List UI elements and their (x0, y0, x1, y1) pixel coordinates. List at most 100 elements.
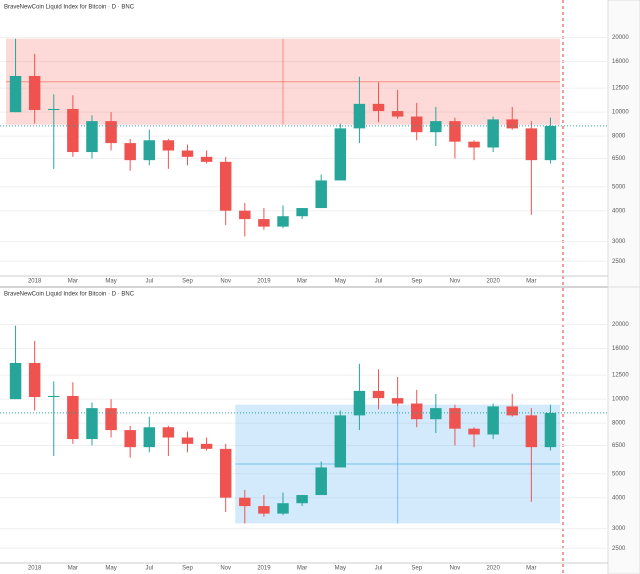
x-tick-label: Jul (375, 279, 383, 285)
candle-body (468, 141, 480, 148)
y-tick-label: 2500 (612, 546, 626, 552)
x-tick-label: Jul (375, 566, 383, 572)
x-tick-label: Jul (145, 566, 153, 572)
x-tick-label: May (105, 566, 116, 572)
candle-body (449, 408, 461, 429)
x-tick-label: 2019 (257, 279, 271, 285)
x-tick-label: 2018 (28, 279, 42, 285)
candle-body (67, 108, 79, 153)
candle-body (468, 428, 480, 435)
candle-body (9, 75, 22, 113)
candle-body (258, 219, 270, 227)
candle-body (391, 398, 404, 404)
candle-body (28, 75, 41, 111)
y-tick-label: 3000 (612, 526, 626, 532)
x-tick-label: Mar (297, 279, 307, 285)
candle-body (9, 362, 22, 400)
candle-body (48, 108, 60, 111)
candle-body (372, 390, 385, 399)
candle-body (258, 506, 270, 514)
x-tick-label: Nov (220, 566, 231, 572)
candle-body (315, 180, 327, 209)
candle-body (544, 125, 557, 161)
y-tick-label: 2500 (612, 259, 626, 265)
x-tick-label: Mar (526, 566, 536, 572)
x-tick-label: Sep (182, 566, 193, 572)
y-tick-label: 5000 (612, 471, 626, 477)
y-tick-label: 20000 (612, 322, 629, 328)
candle-body (162, 427, 175, 438)
candle-body (181, 437, 194, 444)
y-tick-label: 16000 (612, 59, 629, 65)
x-tick-label: Sep (411, 279, 422, 285)
y-tick-label: 4000 (612, 208, 626, 214)
candle-body (506, 406, 518, 416)
candle-body (277, 503, 289, 514)
candle-body (487, 119, 499, 148)
candle-body (239, 210, 251, 220)
y-tick-label: 10000 (612, 397, 629, 403)
x-tick-label: Nov (450, 279, 461, 285)
candle-body (200, 156, 213, 162)
price-axis (607, 0, 640, 288)
candle-body (124, 430, 136, 448)
candle-body (544, 412, 557, 448)
x-tick-label: Mar (68, 279, 78, 285)
candle-body (200, 443, 213, 449)
candle-body (372, 103, 385, 112)
candle-body (219, 448, 232, 498)
chart-title: BraveNewCoin Liquid Index for Bitcoin · … (4, 292, 135, 298)
y-tick-label: 3000 (612, 239, 626, 245)
x-tick-label: Sep (411, 566, 422, 572)
candle-body (105, 408, 117, 431)
y-tick-label: 10000 (612, 110, 629, 116)
candle-body (86, 121, 98, 153)
candle-body (506, 119, 518, 129)
candle-body (277, 216, 289, 227)
y-tick-label: 8000 (612, 421, 626, 427)
candle-body (239, 497, 251, 507)
candle-body (449, 121, 461, 142)
y-tick-label: 8000 (612, 134, 626, 140)
x-tick-label: Mar (297, 566, 307, 572)
candle-body (28, 362, 41, 398)
x-tick-label: May (335, 279, 346, 285)
candle-body (48, 395, 60, 398)
candle-body (124, 143, 136, 161)
x-tick-label: Mar (526, 279, 536, 285)
candle-body (296, 208, 308, 217)
y-tick-label: 12500 (612, 373, 629, 379)
candle-body (86, 408, 98, 440)
x-tick-label: Jul (145, 279, 153, 285)
price-axis (607, 286, 640, 574)
chart-title: BraveNewCoin Liquid Index for Bitcoin · … (4, 5, 135, 11)
candle-body (162, 140, 175, 151)
candle-body (353, 390, 366, 416)
candle-body (334, 128, 347, 181)
candle-body (487, 406, 499, 435)
candle-body (181, 150, 194, 157)
y-tick-label: 6500 (612, 156, 626, 162)
candle-body (105, 121, 117, 144)
y-tick-label: 16000 (612, 346, 629, 352)
candle-body (219, 161, 232, 211)
y-tick-label: 20000 (612, 35, 629, 41)
candle-body (430, 121, 442, 133)
candle-body (410, 403, 423, 420)
y-tick-label: 4000 (612, 495, 626, 501)
candle-body (525, 415, 538, 448)
x-tick-label: Nov (220, 279, 231, 285)
y-tick-label: 5000 (612, 184, 626, 190)
candle-body (143, 140, 156, 161)
candle-body (525, 128, 538, 161)
x-tick-label: May (335, 566, 346, 572)
candle-body (334, 415, 347, 468)
candle-body (143, 427, 156, 448)
x-tick-label: 2018 (28, 566, 42, 572)
x-tick-label: Nov (450, 566, 461, 572)
y-tick-label: 6500 (612, 443, 626, 449)
x-tick-label: 2020 (486, 566, 500, 572)
candle-body (410, 116, 423, 133)
x-tick-label: 2019 (257, 566, 271, 572)
